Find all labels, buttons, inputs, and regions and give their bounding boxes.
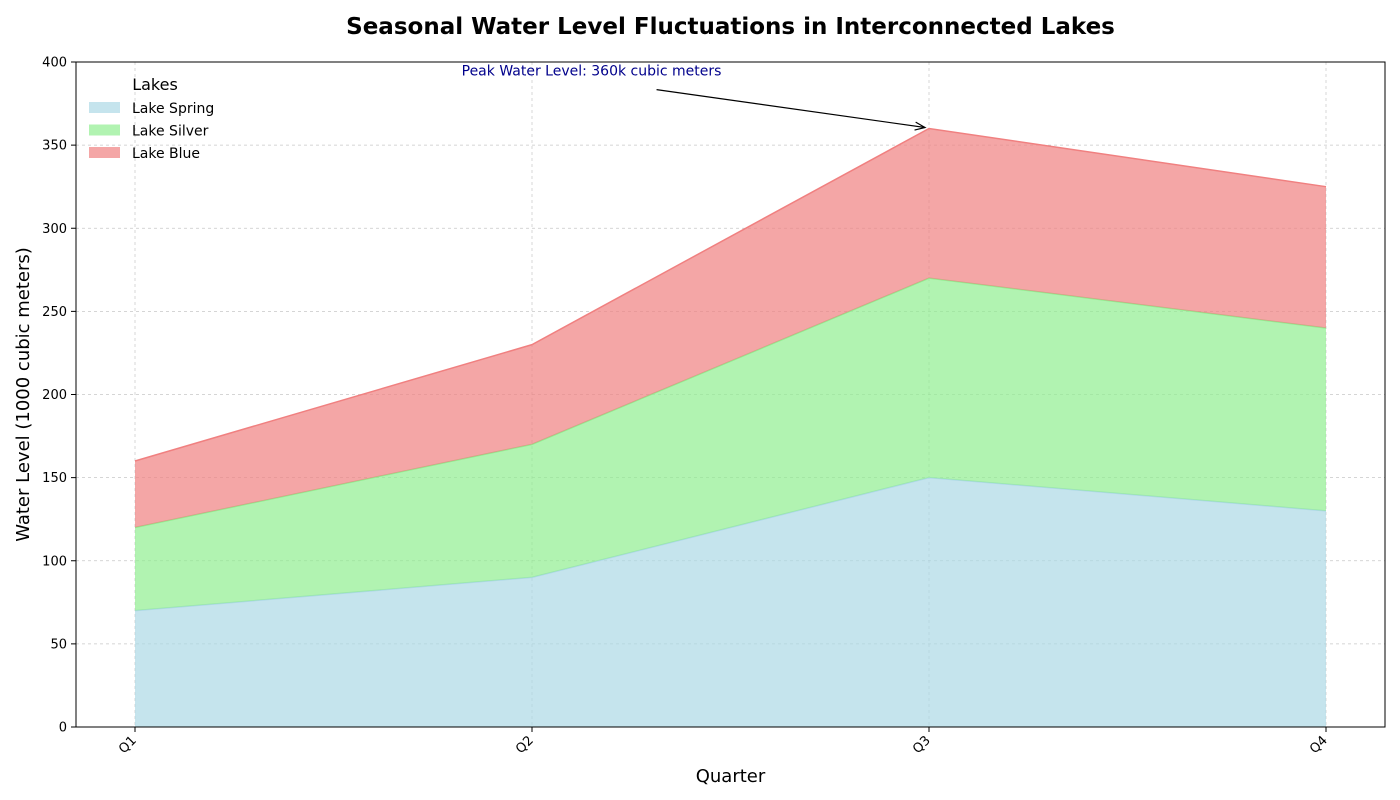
y-tick-label: 0 [59, 721, 67, 736]
annotation-arrow-head [914, 121, 927, 131]
annotation-arrow-shaft [656, 89, 926, 129]
y-tick-label: 100 [42, 554, 67, 569]
peak-annotation: Peak Water Level: 360k cubic meters [462, 64, 927, 131]
x-tick-label: Q2 [513, 733, 537, 757]
y-axis-label: Water Level (1000 cubic meters) [13, 247, 34, 542]
chart-title: Seasonal Water Level Fluctuations in Int… [346, 14, 1115, 40]
line-lake-blue [134, 127, 1327, 462]
y-tick-label: 150 [42, 471, 67, 486]
legend: Lakes Lake Spring Lake Silver Lake Blue [89, 75, 214, 162]
area-lake-spring [135, 477, 1326, 727]
x-tick-label: Q1 [116, 733, 140, 757]
area-lake-silver [135, 278, 1326, 611]
legend-swatch [89, 102, 120, 113]
area-series [134, 127, 1327, 727]
y-tick-label: 200 [42, 388, 67, 403]
y-tick-label: 250 [42, 305, 67, 320]
legend-title: Lakes [132, 75, 178, 94]
legend-swatch [89, 124, 120, 136]
legend-label: Lake Spring [132, 101, 214, 117]
y-tick-label: 400 [42, 56, 67, 71]
legend-label: Lake Silver [132, 124, 209, 140]
axis-ticks: 0 50 100 150 200 250 300 350 400 Q1 Q2 Q3 Q4 [42, 56, 1331, 757]
annotation-text: Peak Water Level: 360k cubic meters [462, 64, 722, 80]
x-tick-label: Q4 [1307, 733, 1331, 757]
y-tick-label: 350 [42, 139, 67, 154]
legend-label: Lake Blue [132, 146, 200, 162]
x-axis-label: Quarter [696, 766, 766, 787]
y-tick-label: 50 [50, 637, 67, 652]
area-lake-blue [135, 128, 1326, 528]
x-tick-label: Q3 [910, 733, 934, 757]
y-tick-label: 300 [42, 222, 67, 237]
legend-swatch [89, 147, 120, 158]
